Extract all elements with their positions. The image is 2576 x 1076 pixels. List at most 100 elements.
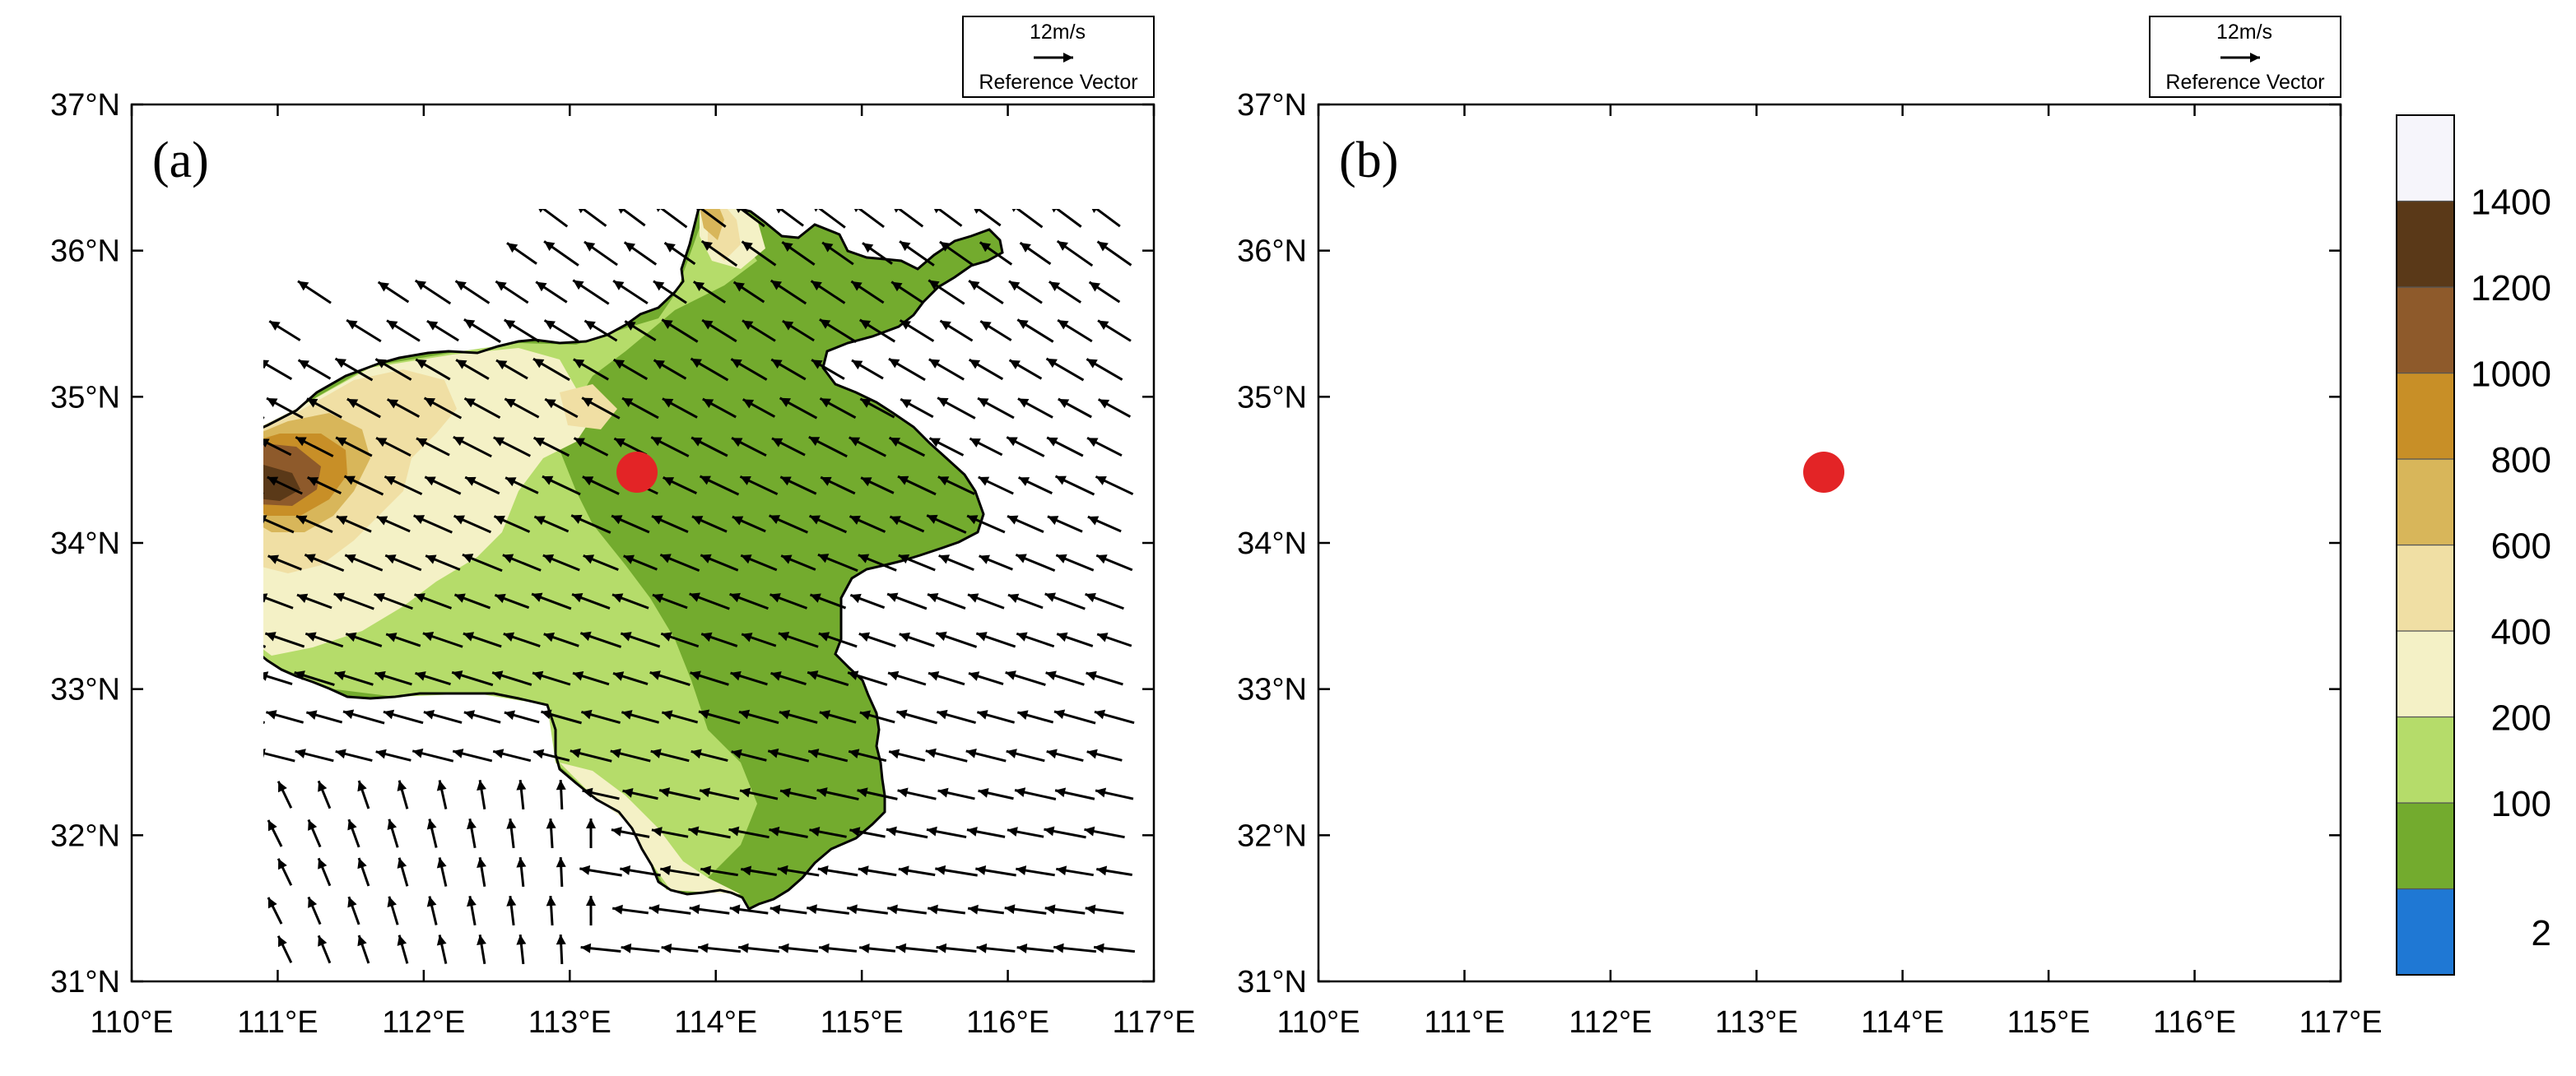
wind-arrow <box>612 671 649 685</box>
y-tick-label: 34°N <box>50 526 120 561</box>
wind-arrow <box>347 819 360 848</box>
wind-arrow <box>516 856 527 888</box>
wind-arrow <box>700 632 738 647</box>
wind-arrow <box>859 397 895 419</box>
wind-arrow <box>571 593 611 610</box>
colorbar-swatch <box>2396 630 2455 718</box>
wind-arrow <box>779 709 818 724</box>
wind-arrow <box>818 943 858 953</box>
colorbar-swatch <box>2396 200 2455 288</box>
wind-arrow <box>1044 592 1086 610</box>
wind-arrow <box>779 397 818 420</box>
wind-arrow <box>777 865 820 877</box>
wind-arrow <box>277 781 293 809</box>
wind-arrow <box>927 593 966 610</box>
wind-arrow <box>1011 209 1044 229</box>
wind-arrow <box>1005 670 1046 686</box>
wind-arrow <box>611 826 650 838</box>
wind-arrow <box>464 475 500 495</box>
wind-arrow <box>296 593 332 610</box>
wind-arrow <box>847 904 888 915</box>
wind-arrow <box>938 554 974 572</box>
wind-arrow <box>267 897 283 925</box>
wind-arrow <box>467 896 477 925</box>
wind-arrow <box>700 865 738 877</box>
wind-arrow <box>377 281 410 304</box>
wind-arrow <box>612 358 649 381</box>
wind-arrow <box>849 827 886 838</box>
wind-arrow <box>267 554 302 571</box>
colorbar-label: 600 <box>2491 526 2551 567</box>
wind-arrow <box>975 632 1016 648</box>
wind-arrow <box>887 670 927 686</box>
wind-arrow <box>335 749 373 763</box>
wind-arrow <box>622 787 658 800</box>
wind-arrow <box>807 904 849 915</box>
wind-arrow <box>702 397 737 419</box>
wind-arrow <box>967 593 1005 610</box>
wind-arrow <box>386 319 421 342</box>
axis-ticks-b: 110°E 111°E 112°E 113°E 114°E 115°E 116°E 117°E… <box>1237 88 2382 1040</box>
wind-arrow <box>453 435 492 458</box>
wind-arrow <box>1084 826 1125 839</box>
wind-arrow <box>690 749 728 763</box>
wind-arrow <box>426 319 459 342</box>
wind-arrow <box>649 670 690 686</box>
wind-arrow <box>739 475 779 496</box>
wind-arrow <box>933 209 963 227</box>
wind-arrow <box>1046 749 1084 763</box>
wind-arrow <box>767 748 810 763</box>
wind-arrow <box>700 554 739 572</box>
location-marker-b <box>1803 452 1844 493</box>
wind-arrow <box>926 514 967 534</box>
wind-arrow <box>579 631 622 648</box>
wind-arrow <box>1096 240 1132 267</box>
wind-arrow <box>858 318 896 343</box>
wind-arrow <box>412 748 454 763</box>
wind-arrow <box>1019 241 1052 266</box>
wind-arrow <box>926 826 967 839</box>
wind-arrow <box>690 670 729 686</box>
wind-arrow <box>347 896 360 925</box>
wind-arrow <box>689 904 730 915</box>
wind-arrow <box>1046 436 1084 457</box>
wind-arrow <box>819 397 857 420</box>
wind-arrow <box>898 865 936 877</box>
wind-arrow <box>979 554 1013 571</box>
wind-arrow <box>701 318 737 343</box>
wind-arrow <box>543 240 579 267</box>
location-marker-a <box>616 452 658 493</box>
wind-arrow <box>731 437 767 457</box>
wind-arrow <box>611 593 649 610</box>
wind-arrow <box>426 896 438 925</box>
wind-arrow <box>888 357 926 382</box>
wind-arrow <box>1047 515 1083 533</box>
terrain-a <box>263 209 1136 965</box>
wind-arrow <box>267 819 283 847</box>
wind-arrow <box>541 709 582 725</box>
wind-arrow <box>584 240 618 267</box>
wind-arrow <box>477 856 486 888</box>
wind-arrow <box>1045 357 1085 382</box>
wind-arrow <box>857 787 898 800</box>
colorbar-frame <box>2396 114 2455 976</box>
wind-arrow <box>463 632 502 648</box>
wind-arrow <box>317 857 332 887</box>
wind-arrow <box>860 476 895 494</box>
x-tick-label: 113°E <box>1715 1005 1798 1040</box>
wind-arrow <box>346 318 382 343</box>
wind-arrow <box>814 209 846 229</box>
wind-arrow <box>413 514 453 534</box>
wind-arrow <box>375 437 412 457</box>
wind-arrow <box>1052 209 1082 228</box>
wind-arrow <box>660 865 700 877</box>
wind-arrow <box>414 279 452 305</box>
wind-arrow <box>387 819 399 848</box>
wind-arrow <box>689 592 730 610</box>
wind-arrow <box>502 554 542 572</box>
wind-arrow <box>624 320 657 341</box>
wind-arrow <box>1006 749 1045 763</box>
wind-arrow <box>374 670 412 686</box>
x-tick-label: 115°E <box>2007 1005 2090 1040</box>
wind-arrow <box>977 397 1015 420</box>
